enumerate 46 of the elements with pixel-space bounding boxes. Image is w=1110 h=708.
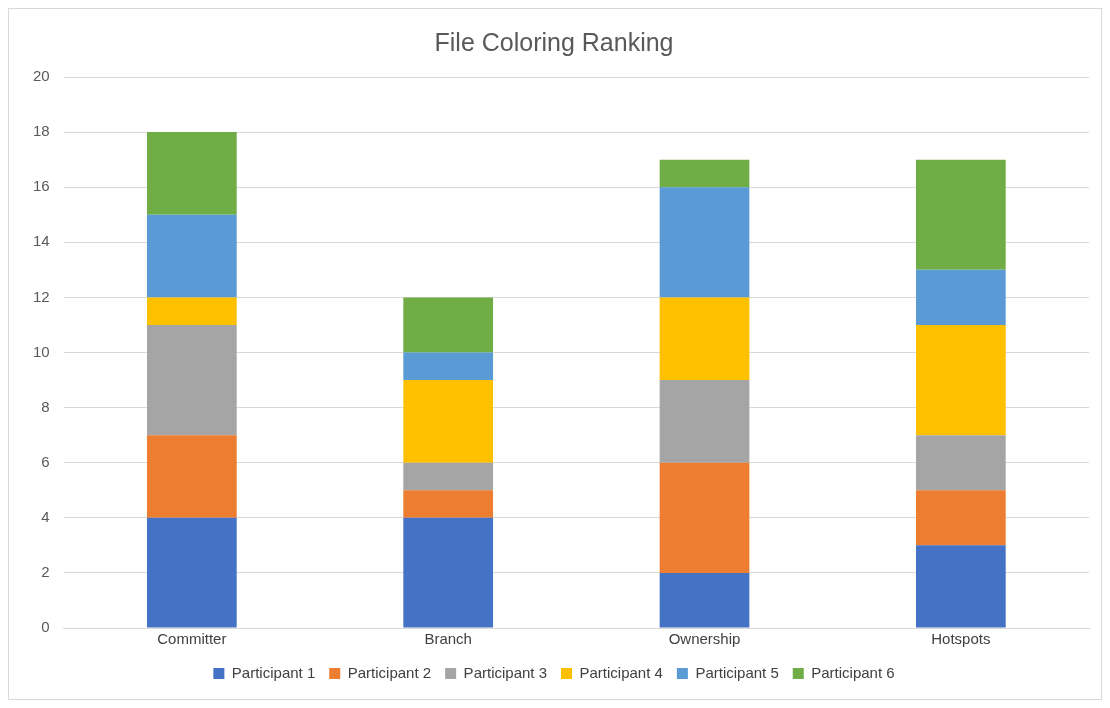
bar xyxy=(915,435,1006,491)
bar xyxy=(146,324,237,436)
chart-title: File Coloring Ranking xyxy=(434,27,674,56)
x-tick-label: Hotspots xyxy=(931,630,991,648)
bar xyxy=(915,269,1006,325)
bar xyxy=(915,324,1006,436)
bar xyxy=(403,462,494,491)
x-tick-label: Branch xyxy=(424,630,472,648)
bar xyxy=(659,297,750,381)
bar xyxy=(146,297,237,325)
y-tick-label: 16 xyxy=(33,177,50,195)
bar xyxy=(915,545,1006,628)
bar xyxy=(146,132,237,215)
legend-label: Participant 4 xyxy=(579,663,663,681)
bar xyxy=(915,490,1006,546)
legend-label: Participant 1 xyxy=(231,663,316,681)
x-tick-label: Ownership xyxy=(668,630,741,648)
bar xyxy=(146,517,237,628)
y-tick-label: 10 xyxy=(33,342,50,360)
legend-label: Participant 6 xyxy=(811,663,895,681)
bar xyxy=(403,352,494,381)
bar xyxy=(659,159,750,188)
bar xyxy=(659,380,750,463)
y-tick-label: 14 xyxy=(33,232,50,250)
legend-label: Participant 2 xyxy=(347,663,432,681)
y-tick-label: 8 xyxy=(41,397,50,415)
y-tick-label: 2 xyxy=(41,563,50,581)
bar xyxy=(403,517,494,628)
bar xyxy=(659,462,750,573)
y-tick-label: 4 xyxy=(41,507,50,525)
bar xyxy=(146,435,237,518)
y-tick-label: 18 xyxy=(33,122,50,140)
y-tick-label: 6 xyxy=(41,452,50,470)
y-tick-label: 20 xyxy=(33,67,50,85)
bar xyxy=(403,490,494,518)
y-tick-label: 0 xyxy=(41,618,50,636)
bar xyxy=(146,214,237,298)
bar xyxy=(915,159,1006,270)
bar xyxy=(403,380,494,463)
bar xyxy=(659,572,750,628)
x-tick-label: Committer xyxy=(157,630,227,648)
legend-label: Participant 5 xyxy=(695,663,779,681)
bar xyxy=(403,297,494,353)
bar xyxy=(659,187,750,298)
legend-label: Participant 3 xyxy=(463,663,548,681)
y-tick-label: 12 xyxy=(33,287,50,305)
